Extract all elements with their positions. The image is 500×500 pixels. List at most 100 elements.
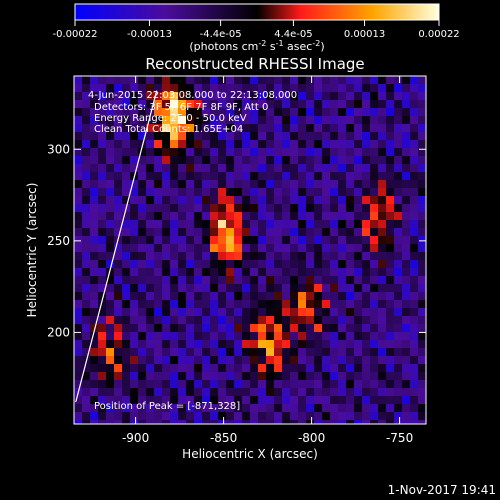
heatmap-cell <box>178 244 186 252</box>
heatmap-cell <box>354 180 362 188</box>
heatmap-cell <box>162 404 170 412</box>
heatmap-cell <box>274 108 282 116</box>
heatmap-cell <box>282 148 290 156</box>
heatmap-cell <box>394 300 402 308</box>
heatmap-cell <box>338 228 346 236</box>
heatmap-cell <box>258 252 266 260</box>
heatmap-cell <box>186 148 194 156</box>
heatmap-cell <box>162 332 170 340</box>
heatmap-cell <box>290 260 298 268</box>
heatmap-cell <box>202 348 210 356</box>
heatmap-cell <box>170 332 178 340</box>
heatmap-cell <box>82 164 90 172</box>
heatmap-cell <box>250 92 258 100</box>
heatmap-cell <box>306 356 314 364</box>
heatmap-cell <box>210 116 218 124</box>
heatmap-cell <box>74 228 82 236</box>
heatmap-cell <box>186 300 194 308</box>
heatmap-cell <box>378 268 386 276</box>
heatmap-cell <box>234 108 242 116</box>
heatmap-cell <box>106 236 114 244</box>
heatmap-cell <box>378 116 386 124</box>
heatmap-cell <box>282 172 290 180</box>
heatmap-cell <box>82 356 90 364</box>
heatmap-cell <box>282 116 290 124</box>
heatmap-cell <box>218 132 226 140</box>
heatmap-cell <box>178 276 186 284</box>
heatmap-cell <box>250 236 258 244</box>
heatmap-cell <box>106 92 114 100</box>
heatmap-cell <box>194 108 202 116</box>
heatmap-cell <box>242 76 250 84</box>
heatmap-cell <box>178 116 186 124</box>
heatmap-cell <box>138 276 146 284</box>
heatmap-cell <box>218 116 226 124</box>
heatmap-cell <box>242 236 250 244</box>
heatmap-cell <box>194 332 202 340</box>
heatmap-cell <box>386 164 394 172</box>
heatmap-cell <box>122 292 130 300</box>
heatmap-cell <box>362 324 370 332</box>
heatmap-cell <box>258 284 266 292</box>
heatmap-cell <box>314 268 322 276</box>
heatmap-cell <box>418 388 426 396</box>
heatmap-cell <box>322 268 330 276</box>
heatmap-cell <box>250 420 258 424</box>
heatmap-cell <box>170 76 178 84</box>
heatmap-cell <box>362 236 370 244</box>
heatmap-cell <box>170 244 178 252</box>
heatmap-cell <box>194 172 202 180</box>
heatmap-cell <box>218 276 226 284</box>
heatmap-cell <box>90 92 98 100</box>
heatmap-cell <box>194 132 202 140</box>
heatmap-cell <box>394 412 402 420</box>
heatmap-cell <box>322 76 330 84</box>
heatmap-cell <box>306 292 314 300</box>
heatmap-cell <box>154 108 162 116</box>
heatmap-cell <box>210 292 218 300</box>
heatmap-cell <box>418 260 426 268</box>
heatmap-cell <box>234 412 242 420</box>
heatmap-cell <box>322 156 330 164</box>
heatmap-cell <box>90 100 98 108</box>
heatmap-cell <box>242 244 250 252</box>
heatmap-cell <box>346 420 354 424</box>
heatmap-cell <box>418 348 426 356</box>
heatmap-cell <box>234 212 242 220</box>
heatmap-cell <box>362 292 370 300</box>
heatmap-cell <box>82 332 90 340</box>
heatmap-cell <box>346 356 354 364</box>
heatmap-cell <box>90 260 98 268</box>
heatmap-cell <box>306 220 314 228</box>
heatmap-cell <box>298 132 306 140</box>
heatmap-cell <box>178 308 186 316</box>
heatmap-cell <box>234 332 242 340</box>
heatmap-cell <box>346 308 354 316</box>
heatmap-cell <box>138 380 146 388</box>
heatmap-cell <box>298 324 306 332</box>
heatmap-cell <box>322 132 330 140</box>
heatmap-cell <box>386 76 394 84</box>
heatmap-cell <box>194 84 202 92</box>
heatmap-cell <box>362 220 370 228</box>
heatmap-cell <box>122 324 130 332</box>
heatmap-cell <box>402 156 410 164</box>
heatmap-cell <box>178 100 186 108</box>
heatmap-cell <box>226 252 234 260</box>
heatmap-cell <box>402 132 410 140</box>
heatmap-cell <box>378 404 386 412</box>
heatmap-cell <box>378 244 386 252</box>
heatmap-cell <box>218 84 226 92</box>
heatmap-cell <box>330 324 338 332</box>
heatmap-cell <box>218 204 226 212</box>
heatmap-cell <box>330 260 338 268</box>
heatmap-cell <box>194 204 202 212</box>
heatmap-cell <box>402 228 410 236</box>
heatmap-cell <box>202 404 210 412</box>
heatmap-cell <box>138 260 146 268</box>
heatmap-cell <box>242 84 250 92</box>
heatmap-cell <box>370 220 378 228</box>
heatmap-cell <box>146 92 154 100</box>
heatmap-cell <box>386 132 394 140</box>
heatmap-cell <box>98 340 106 348</box>
